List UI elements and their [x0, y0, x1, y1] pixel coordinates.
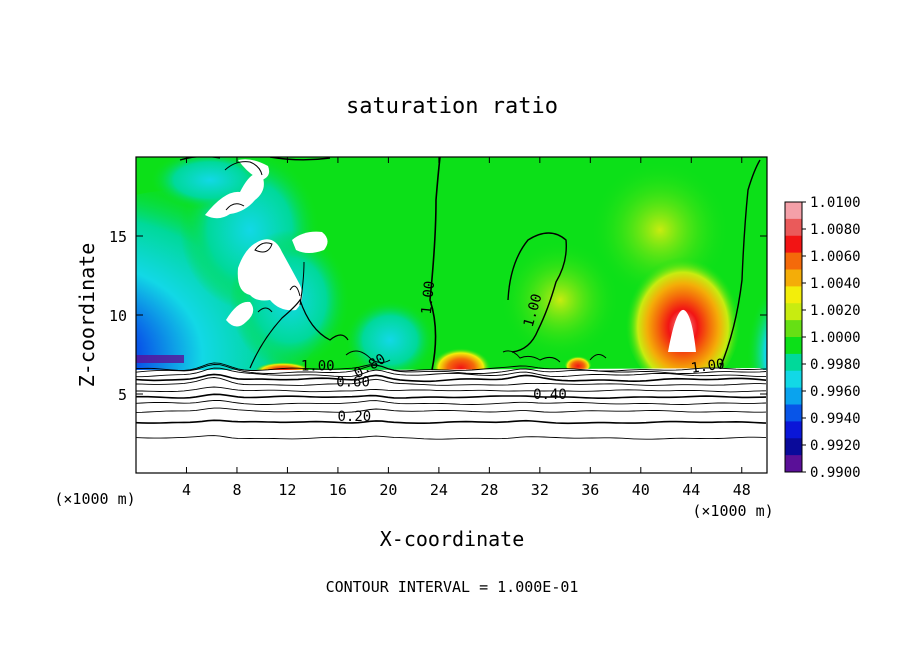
contour-lines [179, 157, 761, 371]
contour-line [136, 419, 767, 425]
x-tick-label: 16 [329, 481, 347, 499]
x-tick-label: 24 [430, 481, 448, 499]
y-tick-label: 15 [109, 228, 127, 246]
y-axis: 5 10 15 [109, 228, 767, 404]
heatmap-field [136, 157, 767, 473]
colorbar-label: 0.9900 [810, 465, 861, 481]
colorbar-swatch [785, 252, 802, 270]
colorbar-swatch [785, 455, 802, 473]
colorbar: 1.0100 1.0080 1.0060 1.0040 1.0020 1.0000 0.99… [784, 195, 861, 481]
contour-label-text: 0.20 [337, 409, 371, 425]
contour-line [136, 435, 767, 440]
contour-label: 0.20 [337, 409, 371, 425]
contour-label: 0.60 [336, 374, 370, 390]
colorbar-swatch [785, 337, 802, 355]
contour-label-text: 0.60 [336, 374, 370, 390]
contour-line [136, 364, 767, 374]
colorbar-label: 1.0020 [810, 303, 861, 319]
colorbar-swatch [785, 421, 802, 439]
x-tick-label: 8 [232, 481, 241, 499]
colorbar-label: 0.9980 [810, 357, 861, 373]
contour-line [136, 386, 767, 393]
contour-line [136, 362, 767, 372]
contour-label-group: 1.00 1.001.00 1.000.800.600.400.20 [301, 280, 726, 425]
colorbar-swatch [785, 202, 802, 220]
contour-label: 1.00 [419, 280, 438, 315]
contour-label-text: 0.40 [533, 387, 567, 403]
x-axis-label: X-coordinate [380, 527, 525, 551]
colorbar-label: 0.9940 [810, 411, 861, 427]
x-tick-label: 12 [278, 481, 296, 499]
chart-title: saturation ratio [346, 94, 558, 119]
colorbar-label: 1.0100 [810, 195, 861, 211]
colorbar-swatch [785, 269, 802, 287]
x-tick-label: 48 [733, 481, 751, 499]
low-level-contours [136, 362, 767, 440]
colorbar-swatch [785, 303, 802, 321]
contour-line [136, 377, 767, 386]
x-tick-label: 44 [682, 481, 700, 499]
contour-line [136, 373, 767, 383]
colorbar-label: 0.9960 [810, 384, 861, 400]
colorbar-swatch [785, 438, 802, 456]
colorbar-swatch [785, 218, 802, 237]
x-tick-label: 40 [632, 481, 650, 499]
contour-line [136, 407, 767, 413]
contour-label-text: 1.00 [419, 280, 438, 315]
x-tick-label: 36 [581, 481, 599, 499]
colorbar-swatch [785, 353, 802, 372]
x-tick-label: 20 [379, 481, 397, 499]
contour-line [136, 399, 767, 405]
contour-line [136, 393, 767, 399]
colorbar-label: 1.0000 [810, 330, 861, 346]
contour-label-text: 1.00 [690, 356, 726, 377]
y-tick-label: 10 [109, 307, 127, 325]
contour-label: 0.40 [533, 387, 567, 403]
contour-interval-note: CONTOUR INTERVAL = 1.000E-01 [326, 578, 579, 596]
contour-label: 1.00 [301, 359, 335, 375]
colorbar-swatch [785, 404, 802, 422]
x-unit-right: (×1000 m) [692, 502, 773, 520]
x-tick-label: 4 [182, 481, 191, 499]
colorbar-swatch [785, 370, 802, 389]
colorbar-label: 1.0060 [810, 249, 861, 265]
colorbar-label: 1.0080 [810, 222, 861, 238]
colorbar-swatch [785, 286, 802, 304]
colorbar-label: 1.0040 [810, 276, 861, 292]
y-axis-label: Z-coordinate [75, 243, 99, 388]
colorbar-swatch [785, 387, 802, 405]
contour-label: 1.00 [690, 356, 726, 377]
x-tick-label: 28 [480, 481, 498, 499]
x-unit-left: (×1000 m) [54, 490, 135, 508]
contour-line [136, 367, 766, 378]
contour-label-text: 1.00 [301, 359, 335, 375]
colorbar-swatch [785, 235, 802, 254]
y-tick-label: 5 [118, 386, 127, 404]
colorbar-label: 0.9920 [810, 438, 861, 454]
x-tick-label: 32 [531, 481, 549, 499]
colorbar-swatch [785, 320, 802, 338]
x-axis: 4 8 12 16 20 24 28 32 36 40 44 48 [182, 157, 751, 499]
